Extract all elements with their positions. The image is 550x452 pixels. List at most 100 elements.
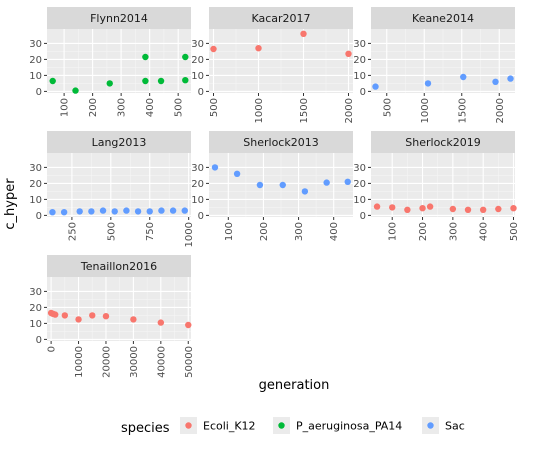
x-tick-label: 300 — [448, 222, 459, 241]
data-point — [323, 179, 330, 186]
facet-strip-label: Sherlock2019 — [405, 136, 480, 149]
legend-title: species — [121, 421, 170, 436]
data-point — [424, 80, 432, 87]
facet-panel-sherlock2019: Sherlock2019 0 10 20 30 100 200 300 400 500 — [353, 131, 520, 241]
data-point — [102, 313, 110, 320]
x-tick-label: 500 — [382, 98, 393, 117]
facet-panel-flynn2014: Flynn2014 0 10 20 30 100 200 300 400 500 — [29, 7, 191, 117]
y-tick-label: 20 — [191, 179, 204, 190]
data-point — [142, 77, 149, 85]
data-point — [169, 207, 177, 214]
x-tick-label: 2000 — [344, 98, 355, 123]
data-point — [344, 178, 351, 185]
x-tick-label: 100 — [388, 222, 399, 241]
y-tick-label: 20 — [29, 179, 42, 190]
data-point — [52, 311, 59, 318]
x-tick-label: 400 — [329, 222, 340, 241]
data-point — [464, 206, 472, 213]
data-point — [211, 164, 219, 171]
y-tick-label: 20 — [29, 303, 42, 314]
legend-entry: P_aeruginosa_PA14 — [273, 417, 402, 434]
data-point — [301, 188, 309, 195]
y-axis-title: c_hyper — [3, 178, 18, 230]
x-tick-label: 200 — [88, 98, 99, 117]
data-point — [426, 203, 434, 210]
y-tick-label: 10 — [191, 71, 204, 82]
facet-strip — [371, 131, 515, 153]
y-tick-label: 0 — [198, 211, 204, 222]
y-tick-label: 20 — [353, 55, 366, 66]
x-tick-label: 300 — [117, 98, 128, 117]
y-tick-label: 0 — [36, 211, 42, 222]
x-tick-label: 1500 — [299, 98, 310, 123]
facet-panel-sherlock2013: Sherlock2013 0 10 20 30 100 200 300 400 — [191, 131, 353, 241]
data-point — [134, 208, 142, 215]
facet-panel-tenaillon2016: Tenaillon2016 0 10 20 30 0 10000 20000 30000 4000… — [29, 255, 195, 378]
facet-strip-label: Flynn2014 — [90, 12, 148, 25]
data-point — [130, 316, 137, 323]
x-tick-label: 500 — [174, 98, 185, 117]
y-tick-label: 30 — [353, 163, 366, 174]
data-point — [123, 207, 130, 214]
facet-strip — [47, 7, 191, 29]
x-tick-label: 200 — [259, 222, 270, 241]
x-tick-label: 500 — [509, 222, 520, 241]
data-point — [75, 316, 82, 323]
data-point — [60, 209, 68, 216]
y-tick-label: 10 — [191, 195, 204, 206]
y-tick-label: 30 — [29, 163, 42, 174]
facet-panel-kacar2017: Kacar2017 0 10 20 30 500 1000 1500 2000 — [191, 7, 355, 123]
data-point — [495, 205, 502, 213]
y-tick-label: 10 — [29, 195, 42, 206]
x-tick-label: 10000 — [74, 346, 85, 378]
legend-entries: Ecoli_K12 P_aeruginosa_PA14 Sac — [180, 417, 465, 434]
data-point — [507, 75, 514, 82]
panel-background — [47, 29, 191, 93]
facet-strip-label: Kacar2017 — [251, 12, 310, 25]
x-tick-label: 100 — [60, 98, 71, 117]
x-tick-label: 0 — [47, 346, 58, 352]
x-tick-label: 100 — [224, 222, 235, 241]
panel-background — [47, 153, 191, 217]
data-point — [233, 170, 241, 177]
x-tick-label: 300 — [294, 222, 305, 241]
y-tick-label: 0 — [360, 211, 366, 222]
y-tick-label: 10 — [29, 319, 42, 330]
y-tick-label: 0 — [36, 87, 42, 98]
data-point — [89, 312, 96, 319]
facet-strip — [47, 255, 191, 277]
facet-strip-label: Tenaillon2016 — [80, 260, 157, 273]
data-point — [279, 181, 286, 189]
data-point — [492, 78, 499, 86]
y-tick-label: 20 — [353, 179, 366, 190]
data-point — [61, 312, 69, 319]
facet-strip — [209, 7, 353, 29]
y-tick-label: 0 — [36, 335, 42, 346]
facet-strip — [371, 7, 515, 29]
facet-panel-keane2014: Keane2014 0 10 20 30 500 1000 1500 2000 — [353, 7, 515, 123]
data-point — [256, 181, 264, 189]
data-point — [404, 206, 411, 213]
x-tick-label: 750 — [145, 222, 156, 241]
data-point — [157, 319, 165, 326]
x-tick-label: 200 — [418, 222, 429, 241]
y-tick-label: 10 — [353, 195, 366, 206]
data-point — [146, 208, 153, 215]
data-point — [76, 208, 83, 215]
data-point — [88, 208, 95, 215]
facet-strip — [209, 131, 353, 153]
x-tick-label: 2000 — [495, 98, 506, 123]
data-point — [182, 53, 189, 61]
x-tick-label: 500 — [106, 222, 117, 241]
data-point — [373, 203, 381, 210]
facet-strip-label: Sherlock2013 — [243, 136, 318, 149]
data-point — [255, 45, 262, 52]
data-point — [49, 209, 56, 216]
data-point — [510, 205, 517, 212]
x-tick-label: 50000 — [184, 346, 195, 378]
data-point — [157, 77, 165, 85]
x-axis-title: generation — [259, 378, 330, 393]
legend-entry: Sac — [422, 417, 465, 434]
